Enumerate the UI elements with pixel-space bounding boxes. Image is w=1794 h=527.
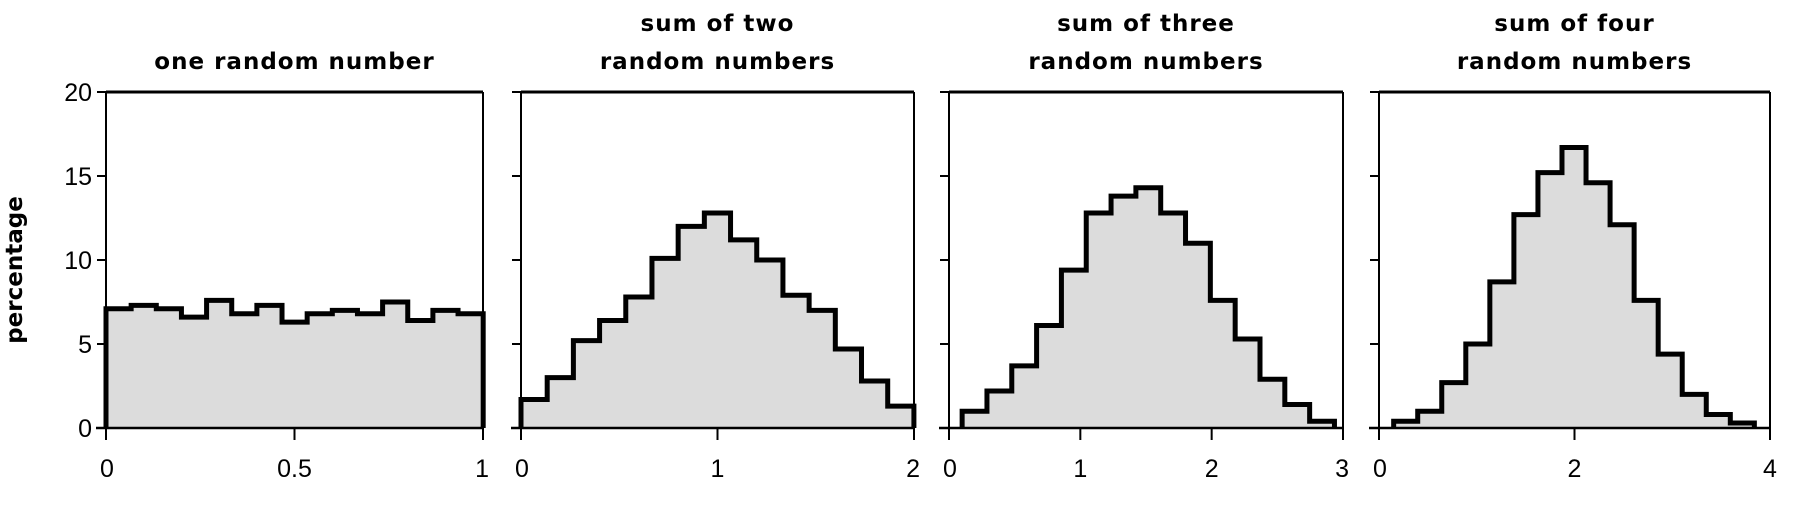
x-tick-label: 2 xyxy=(1568,455,1582,483)
y-tick-label: 20 xyxy=(64,79,92,107)
panel-title: random numbers xyxy=(1457,49,1692,75)
x-tick-label: 1 xyxy=(475,455,489,483)
panel-title: sum of four xyxy=(1494,11,1654,37)
histogram-fill xyxy=(521,212,914,428)
x-tick-label: 0 xyxy=(515,455,529,483)
histogram-outline xyxy=(959,185,1337,428)
panel-title: one random number xyxy=(154,49,434,75)
histogram-fill xyxy=(1393,147,1755,428)
x-tick-label: 4 xyxy=(1763,455,1777,483)
histogram-outline xyxy=(1391,144,1757,428)
x-tick-label: 0 xyxy=(100,455,114,483)
histogram-fill xyxy=(106,300,484,428)
x-tick-label: 0 xyxy=(943,455,957,483)
x-tick-label: 0.5 xyxy=(277,455,312,483)
y-tick-label: 0 xyxy=(78,415,92,443)
panel-title: random numbers xyxy=(600,49,835,75)
y-tick-label: 10 xyxy=(64,247,92,275)
x-tick-label: 3 xyxy=(1335,455,1349,483)
y-tick-label: 5 xyxy=(78,331,92,359)
panel-title: random numbers xyxy=(1028,49,1263,75)
x-tick-label: 2 xyxy=(1205,455,1219,483)
x-tick-label: 1 xyxy=(711,455,725,483)
x-tick-label: 2 xyxy=(906,455,920,483)
y-axis-label: percentage xyxy=(2,196,28,344)
histogram-outline xyxy=(518,210,917,428)
x-tick-label: 1 xyxy=(1073,455,1087,483)
histogram-fill xyxy=(962,187,1335,428)
y-tick-label: 15 xyxy=(64,163,92,191)
panel-title: sum of two xyxy=(641,11,795,37)
panel-title: sum of three xyxy=(1057,11,1235,37)
histogram-outline xyxy=(103,297,486,428)
x-tick-label: 0 xyxy=(1373,455,1387,483)
